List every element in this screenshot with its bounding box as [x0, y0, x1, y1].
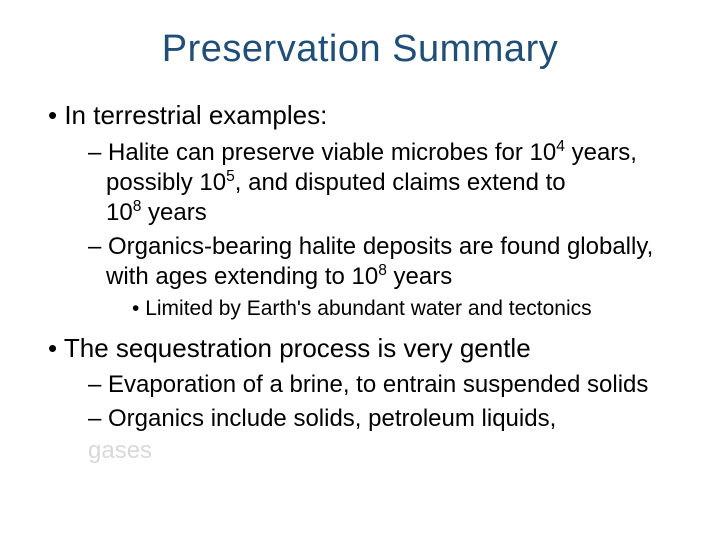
bullet-text: Evaporation of a brine, to entrain suspe…	[108, 371, 648, 398]
bullet-text: years	[387, 263, 452, 290]
bullet-text: , and disputed claims extend to	[235, 169, 566, 196]
slide-title: Preservation Summary	[40, 28, 680, 71]
dash-marker: –	[88, 233, 108, 260]
slide-container: Preservation Summary In terrestrial exam…	[0, 0, 720, 540]
bullet-text: gases	[88, 437, 152, 464]
bullet-level2: Evaporation of a brine, to entrain suspe…	[88, 370, 680, 400]
bullet-level2: – Organics-bearing halite deposits are f…	[88, 232, 680, 292]
bullet-text: The sequestration process is very gentle	[64, 333, 531, 363]
superscript: 5	[226, 168, 235, 185]
bullet-text: Organics include solids, petroleum liqui…	[108, 405, 556, 432]
bullet-text: Halite can preserve viable microbes for …	[108, 139, 556, 166]
bullet-text: 10	[106, 199, 133, 226]
superscript: 4	[556, 138, 565, 155]
bullet-level1: The sequestration process is very gentle	[48, 332, 680, 365]
superscript: 8	[378, 262, 387, 279]
bullet-level2: Organics include solids, petroleum liqui…	[88, 404, 680, 434]
bullet-text: In terrestrial examples:	[64, 100, 327, 130]
bullet-level2: – Halite can preserve viable microbes fo…	[88, 138, 680, 228]
bullet-level2-cutoff: gases	[88, 436, 680, 466]
dash-marker: –	[88, 139, 108, 166]
bullet-text: years	[141, 199, 206, 226]
bullet-level3: Limited by Earth's abundant water and te…	[132, 296, 680, 322]
bullet-level1: In terrestrial examples:	[48, 99, 680, 132]
bullet-text: Limited by Earth's abundant water and te…	[145, 297, 591, 320]
